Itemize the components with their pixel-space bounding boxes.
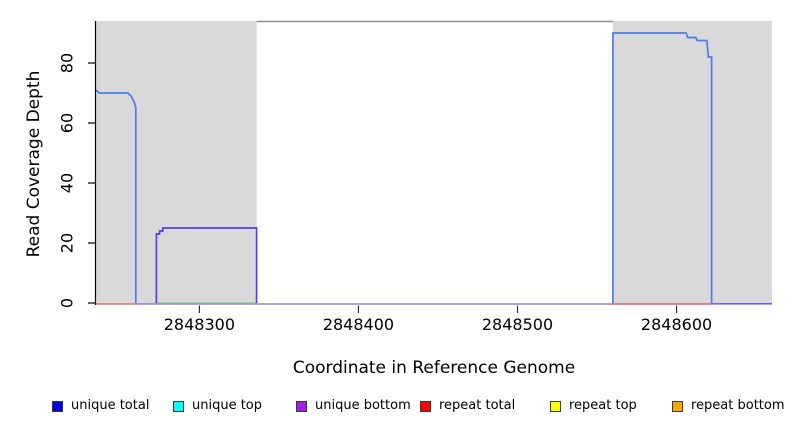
x-tick-label: 2848300	[164, 315, 235, 334]
legend-swatch	[420, 400, 431, 412]
legend-item-unique-bottom: unique bottom	[296, 396, 411, 416]
legend-item-unique-total: unique total	[52, 396, 149, 416]
x-tick-label: 2848400	[323, 315, 394, 334]
legend-label: repeat total	[439, 398, 516, 413]
y-tick-label: 80	[58, 53, 77, 73]
legend-item-repeat-top: repeat top	[550, 396, 637, 416]
shaded-region	[612, 21, 772, 304]
legend-item-unique-top: unique top	[173, 396, 262, 416]
shaded-region	[96, 21, 257, 304]
legend-swatch	[672, 400, 683, 412]
y-tick-label: 40	[58, 173, 77, 193]
legend-label: repeat bottom	[691, 398, 785, 413]
x-axis-title: Coordinate in Reference Genome	[292, 358, 576, 378]
y-axis-title: Read Coverage Depth	[24, 70, 44, 258]
series-unique-bottom-line	[155, 227, 258, 303]
legend: unique total unique top unique bottom repea…	[0, 396, 792, 418]
x-tick-label: 2848600	[641, 315, 712, 334]
x-tick-label: 2848500	[482, 315, 553, 334]
legend-label: repeat top	[569, 398, 637, 413]
legend-label: unique total	[71, 398, 150, 413]
legend-label: unique top	[192, 398, 263, 413]
y-tick-label: 60	[58, 113, 77, 133]
legend-swatch	[550, 400, 561, 412]
legend-item-repeat-bottom: repeat bottom	[672, 396, 785, 416]
y-tick-label: 0	[58, 298, 77, 308]
y-tick-label: 20	[58, 233, 77, 253]
legend-swatch	[52, 400, 63, 412]
legend-swatch	[296, 400, 307, 412]
legend-label: unique bottom	[315, 398, 411, 413]
series-unique-total-line	[95, 89, 137, 303]
legend-swatch	[173, 400, 184, 412]
legend-item-repeat-total: repeat total	[420, 396, 515, 416]
series-unique-total-line	[612, 32, 713, 303]
